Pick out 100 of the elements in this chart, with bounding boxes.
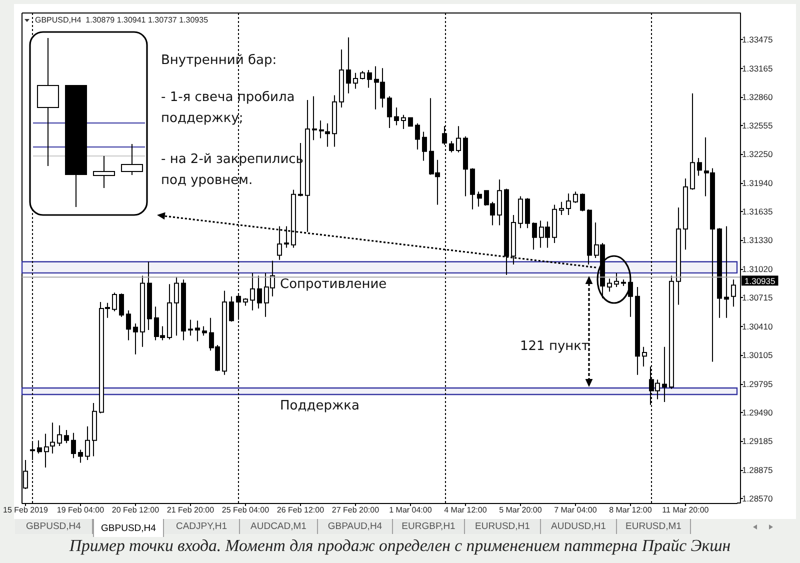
tab[interactable]: EURUSD,H1	[465, 519, 541, 534]
candlestick	[525, 198, 530, 229]
candlestick	[697, 157, 702, 176]
tab[interactable]: GBPUSD,H4	[15, 519, 93, 534]
candlestick	[504, 188, 509, 276]
candlestick	[669, 275, 674, 390]
candlestick	[147, 261, 152, 331]
x-tick-label: 25 Feb 04:00	[222, 506, 270, 514]
tab[interactable]: CADJPY,H1	[164, 519, 240, 534]
candlestick	[614, 272, 619, 288]
candlestick	[449, 140, 454, 153]
candlestick	[243, 298, 248, 306]
y-tick-label: 1.32555	[742, 120, 773, 131]
candlestick	[257, 275, 262, 309]
candlestick	[50, 422, 55, 454]
y-tick-label: 1.31635	[742, 206, 773, 217]
ref-line-label: 1.30935	[744, 276, 776, 286]
candlestick	[277, 226, 282, 260]
candlestick	[607, 278, 612, 292]
tab[interactable]: AUDCAD,M1	[240, 519, 318, 534]
band-label: Сопротивление	[280, 276, 387, 292]
candlestick	[174, 276, 179, 336]
tab[interactable]: GBPAUD,H4	[318, 519, 393, 534]
tab[interactable]: GBPUSD,H4	[93, 519, 164, 537]
tab[interactable]: EURGBP,H1	[393, 519, 465, 534]
candlestick	[312, 96, 317, 141]
candlestick	[676, 207, 681, 306]
x-tick-label: 5 Mar 20:00	[499, 506, 542, 514]
y-tick-label: 1.32250	[742, 149, 773, 160]
candlestick	[415, 122, 420, 150]
tab[interactable]: AUDUSD,H1	[541, 519, 617, 534]
candlestick	[167, 284, 172, 340]
candlestick	[635, 286, 640, 376]
candlestick	[642, 346, 647, 367]
candlestick	[126, 310, 131, 341]
candlestick	[401, 114, 406, 130]
candlestick	[37, 440, 42, 454]
candlestick	[229, 296, 234, 322]
candlestick	[552, 204, 557, 244]
candlestick	[305, 99, 310, 232]
candlestick	[140, 275, 145, 348]
y-tick-label: 1.29490	[742, 407, 773, 418]
candlestick	[559, 201, 564, 216]
x-tick-label: 11 Mar 20:00	[662, 506, 710, 514]
candlestick	[85, 426, 90, 460]
candlestick	[497, 178, 502, 226]
candlestick	[195, 320, 200, 342]
x-tick-label: 21 Feb 20:00	[166, 506, 215, 514]
y-tick-label: 1.28570	[742, 493, 773, 504]
candlestick	[202, 326, 207, 336]
candlestick	[71, 432, 76, 459]
candlestick	[477, 191, 482, 208]
candlestick	[346, 36, 351, 94]
candlestick	[188, 319, 193, 336]
candlestick	[387, 96, 392, 129]
candlestick	[250, 272, 255, 311]
candlestick	[717, 228, 722, 318]
candlestick	[339, 48, 344, 108]
y-tick-label: 1.31940	[742, 178, 773, 188]
y-tick-label: 1.30105	[742, 350, 773, 360]
band-label: Поддержка	[280, 398, 360, 414]
candlestick	[518, 196, 523, 229]
candlestick	[566, 192, 571, 216]
y-tick-label: 1.28875	[742, 464, 773, 475]
candlestick	[662, 346, 667, 403]
x-tick-label: 1 Mar 04:00	[389, 506, 432, 514]
candlestick	[724, 226, 729, 318]
x-tick-label: 27 Feb 20:00	[332, 506, 380, 514]
candlestick	[319, 120, 324, 139]
candlestick	[621, 279, 626, 287]
candlestick	[222, 290, 227, 376]
candlestick	[422, 131, 427, 162]
candlestick	[112, 292, 117, 312]
x-tick-label: 20 Feb 12:00	[112, 506, 160, 514]
x-tick-label: 7 Mar 04:00	[554, 506, 598, 514]
candlestick	[119, 293, 124, 318]
x-tick-label: 15 Feb 2019	[2, 506, 48, 514]
candlestick	[181, 279, 186, 341]
y-tick-label: 1.33165	[742, 64, 773, 74]
candlestick	[456, 126, 461, 153]
candlestick	[573, 191, 578, 204]
candlestick	[731, 279, 736, 308]
candlestick	[291, 189, 296, 248]
candlestick	[683, 178, 688, 250]
y-tick-label: 1.31330	[742, 235, 773, 246]
candlestick	[64, 430, 69, 444]
y-tick-label: 1.32860	[742, 92, 773, 102]
x-tick-label: 19 Feb 04:00	[56, 506, 105, 514]
tab[interactable]: EURUSD,M1	[617, 519, 691, 534]
candlestick	[628, 280, 633, 318]
candlestick	[394, 106, 399, 126]
candlestick	[470, 168, 475, 210]
candlestick	[44, 433, 49, 468]
x-tick-label: 4 Mar 12:00	[444, 506, 488, 514]
candlestick	[511, 214, 516, 266]
x-tick-label: 26 Feb 12:00	[276, 506, 325, 514]
candlestick	[78, 449, 83, 464]
text: Пример точки входа. Момент для продаж определен с применением паттерна Прайс Экшн	[68, 535, 732, 556]
candlestick	[580, 192, 585, 212]
y-tick-label: 1.30715	[742, 292, 773, 303]
